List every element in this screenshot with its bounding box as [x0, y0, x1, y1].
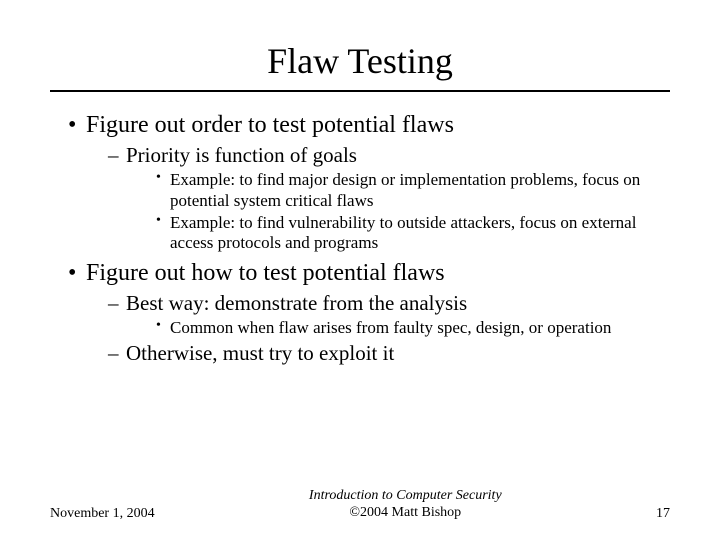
bullet-2-1-1: Common when flaw arises from faulty spec… — [156, 318, 670, 338]
footer-center-line1: Introduction to Computer Security — [309, 488, 502, 505]
title-divider — [50, 90, 670, 92]
bullet-list: Figure out order to test potential flaws… — [50, 110, 670, 367]
bullet-2-1-text: Best way: demonstrate from the analysis — [126, 291, 467, 315]
bullet-2-1: Best way: demonstrate from the analysis … — [108, 290, 670, 339]
bullet-1-text: Figure out order to test potential flaws — [86, 112, 454, 138]
bullet-1-1-2: Example: to find vulnerability to outsid… — [156, 213, 670, 254]
bullet-1-1: Priority is function of goals Example: t… — [108, 142, 670, 254]
footer-center-line2: ©2004 Matt Bishop — [309, 505, 502, 522]
slide-title: Flaw Testing — [50, 40, 670, 82]
bullet-1: Figure out order to test potential flaws… — [68, 110, 670, 254]
slide-footer: November 1, 2004 Introduction to Compute… — [50, 488, 670, 522]
bullet-2-text: Figure out how to test potential flaws — [86, 260, 445, 286]
bullet-1-1-text: Priority is function of goals — [126, 143, 357, 167]
bullet-1-1-1: Example: to find major design or impleme… — [156, 170, 670, 211]
bullet-2-2: Otherwise, must try to exploit it — [108, 340, 670, 366]
bullet-2: Figure out how to test potential flaws B… — [68, 258, 670, 367]
footer-page-number: 17 — [656, 506, 670, 522]
footer-center: Introduction to Computer Security ©2004 … — [309, 488, 502, 522]
footer-date: November 1, 2004 — [50, 506, 155, 522]
